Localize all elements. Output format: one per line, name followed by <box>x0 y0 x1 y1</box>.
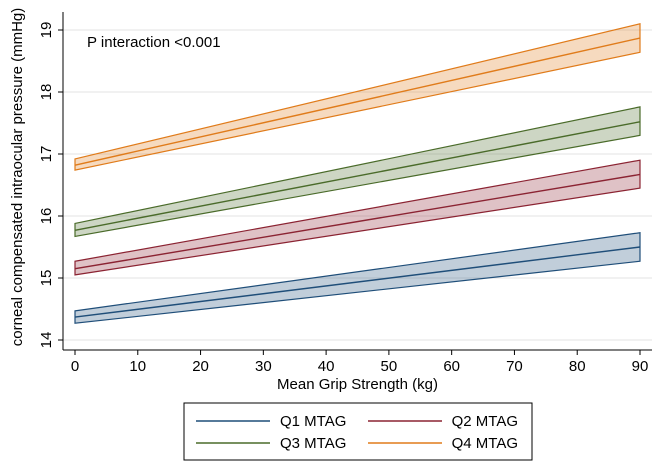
y-tick-label-0: 14 <box>38 332 55 349</box>
x-axis-title: Mean Grip Strength (kg) <box>277 376 438 393</box>
y-tick-label-3: 17 <box>38 146 55 163</box>
ci-band-3 <box>74 106 641 238</box>
y-axis-title: corneal compensated intraocular pressure… <box>9 8 26 346</box>
x-tick-label-1: 10 <box>129 358 146 375</box>
legend-label-4: Q4 MTAG <box>452 435 518 452</box>
grid <box>63 29 652 341</box>
fit-line-1 <box>74 246 641 318</box>
x-tick-label-5: 50 <box>381 358 398 375</box>
ci-band-1 <box>74 232 641 324</box>
axes <box>62 12 652 351</box>
legend: Q1 MTAG Q2 MTAG Q3 MTAG Q4 MTAG <box>183 402 533 461</box>
series-lines <box>74 37 641 318</box>
x-tick-label-3: 30 <box>255 358 272 375</box>
p-interaction-annotation: P interaction <0.001 <box>87 34 221 51</box>
legend-label-2: Q2 MTAG <box>452 413 518 430</box>
x-tick-label-9: 90 <box>632 358 649 375</box>
x-tick-label-8: 80 <box>569 358 586 375</box>
legend-label-1: Q1 MTAG <box>280 413 346 430</box>
y-tick-label-5: 19 <box>38 22 55 39</box>
x-tick-label-2: 20 <box>192 358 209 375</box>
x-tick-label-4: 40 <box>318 358 335 375</box>
y-tick-label-4: 18 <box>38 84 55 101</box>
fit-line-4 <box>74 37 641 166</box>
y-tick-label-1: 15 <box>38 270 55 287</box>
fit-line-2 <box>74 173 641 270</box>
y-tick-label-2: 16 <box>38 208 55 225</box>
ticks: 0 10 20 30 40 50 60 70 80 90 14 15 16 17 18 19 <box>38 22 648 375</box>
fit-line-3 <box>74 121 641 231</box>
legend-label-3: Q3 MTAG <box>280 435 346 452</box>
legend-box <box>183 402 533 461</box>
x-tick-label-7: 70 <box>506 358 523 375</box>
ci-band-2 <box>74 159 641 276</box>
x-tick-label-6: 60 <box>443 358 460 375</box>
x-tick-label-0: 0 <box>71 358 79 375</box>
